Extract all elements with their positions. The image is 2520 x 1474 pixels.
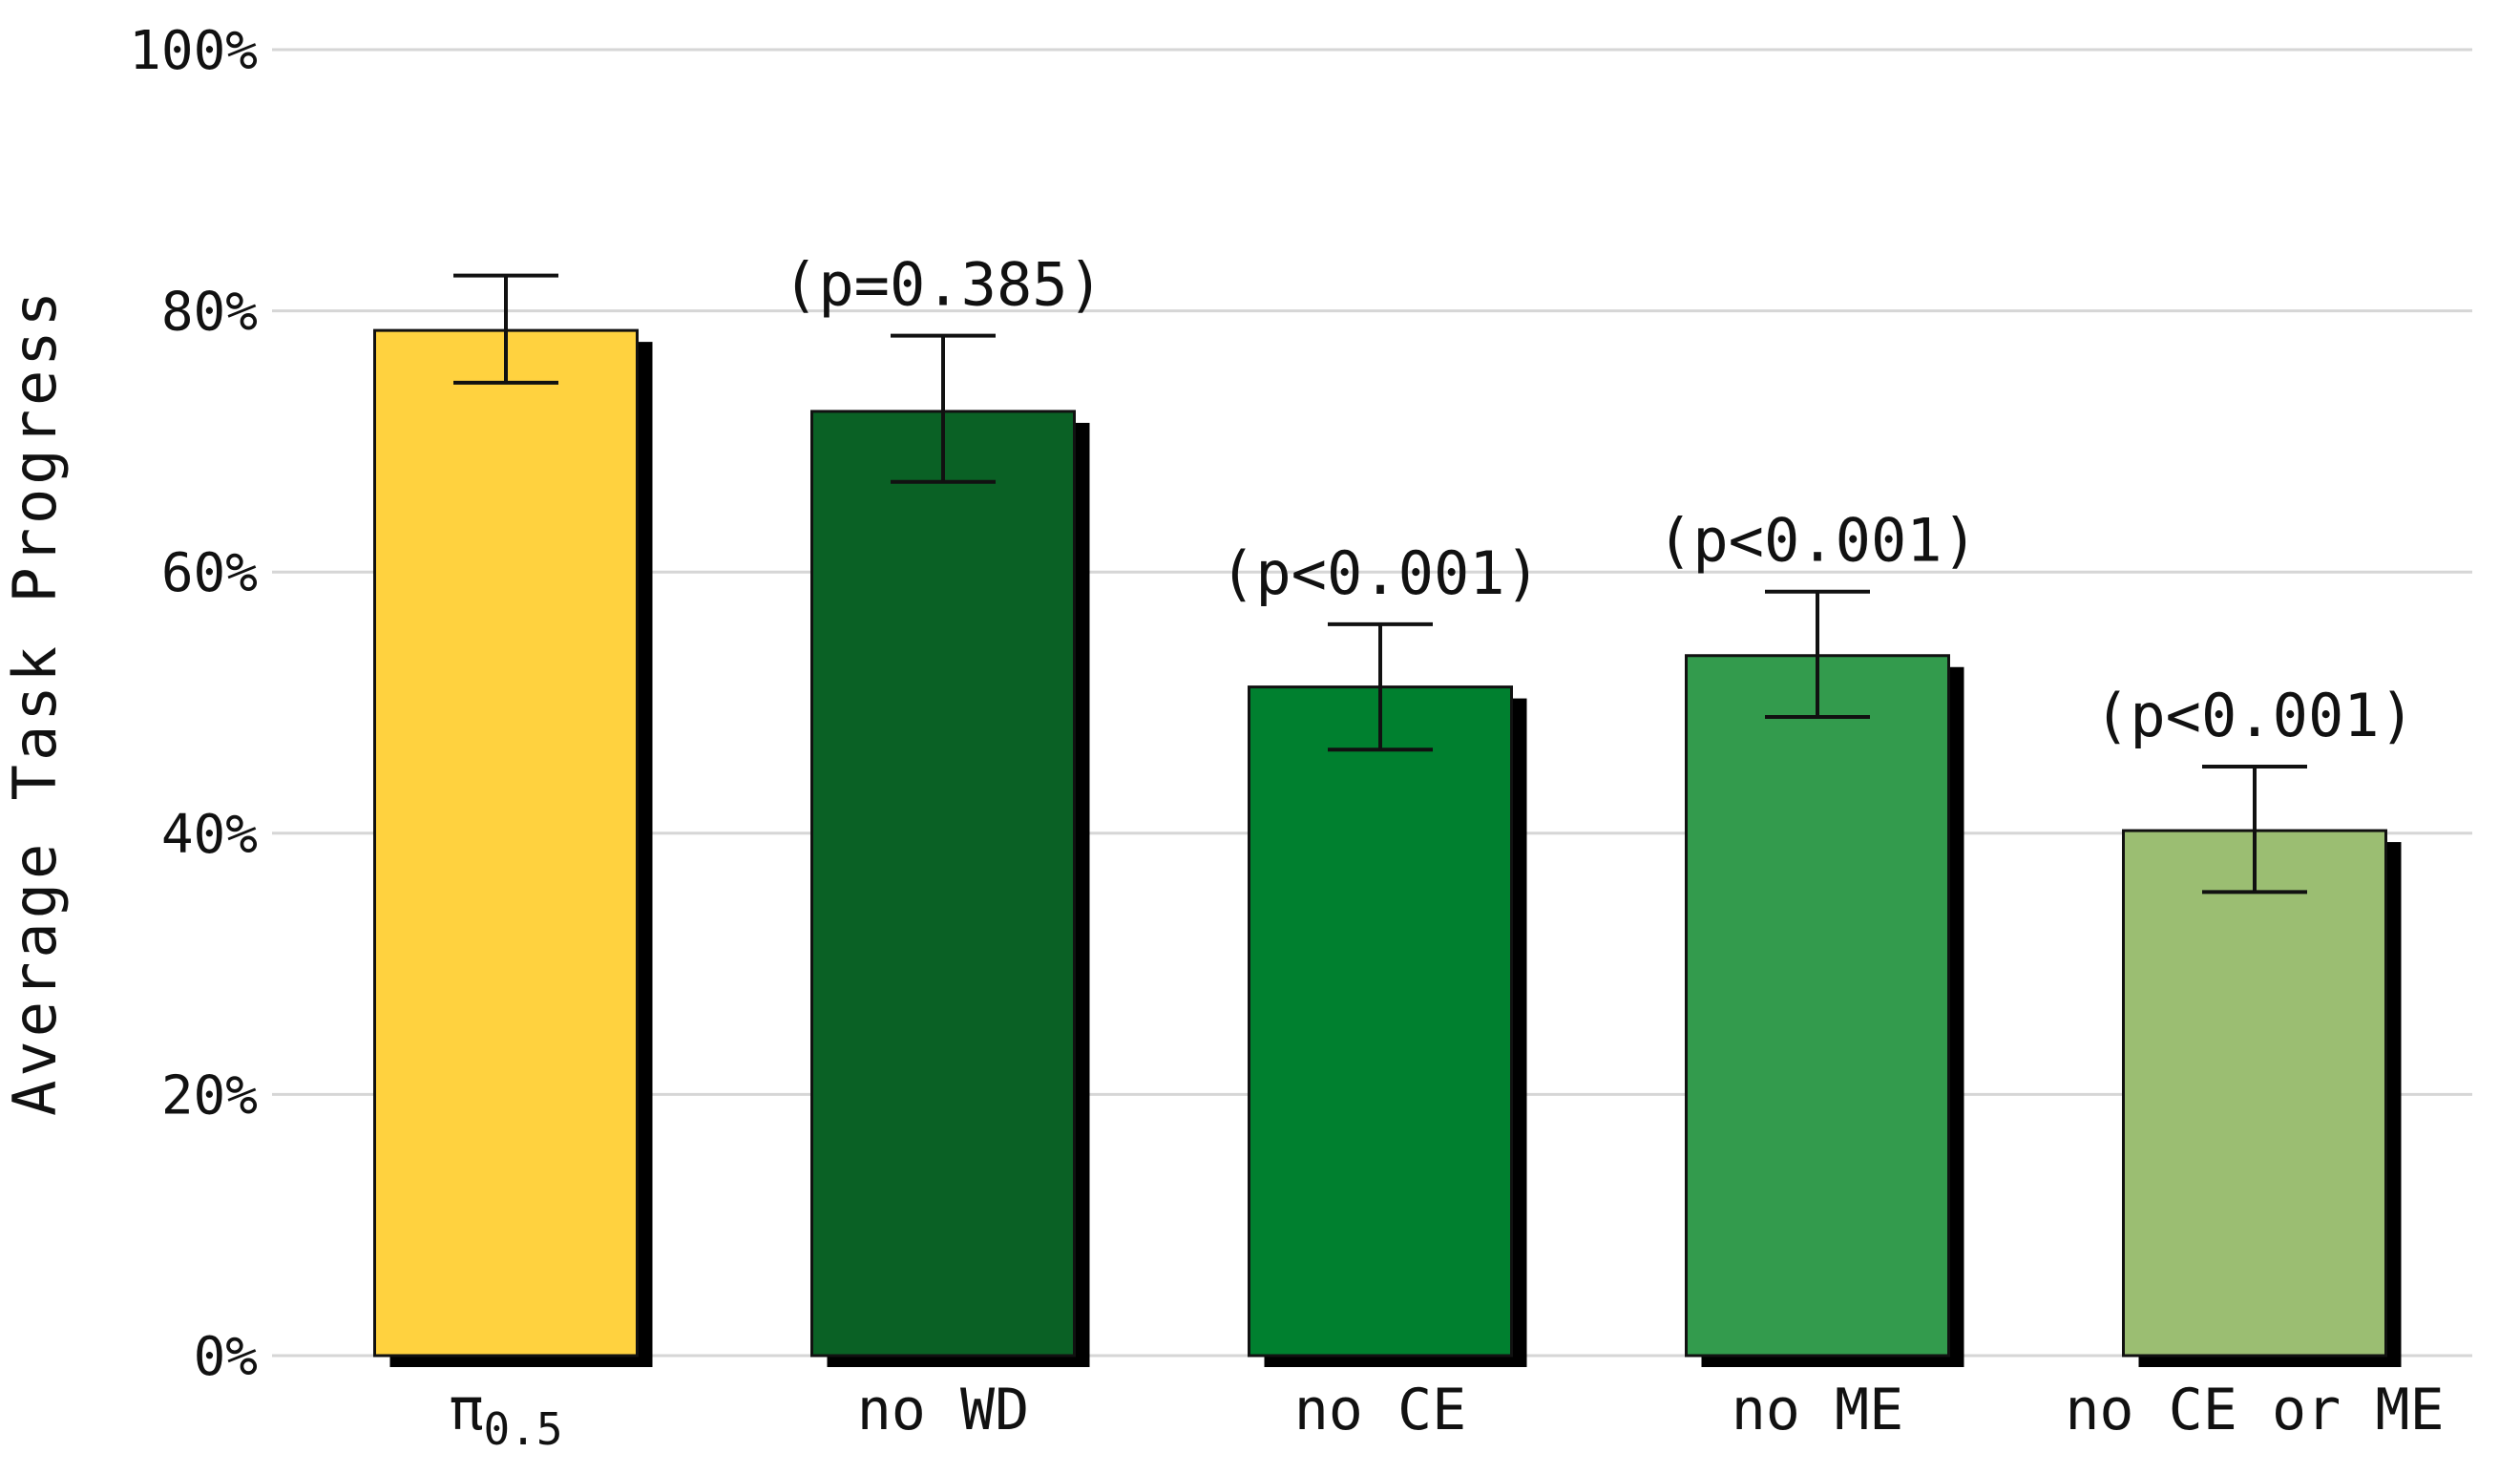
bar-group [373, 273, 653, 1367]
bar [810, 410, 1076, 1358]
x-tick-label: no ME [1732, 1377, 1904, 1443]
y-tick-label: 20% [161, 1064, 258, 1127]
p-value-label: (p<0.001) [2094, 681, 2415, 750]
y-tick-label: 40% [161, 804, 258, 866]
y-axis-ticks: 0% 20% 40% 60% 80% 100% [129, 20, 258, 1388]
x-tick-label: no CE or ME [2065, 1377, 2444, 1443]
bar [373, 328, 639, 1358]
bar-group [1248, 621, 1527, 1367]
p-value-label: (p<0.001) [1657, 506, 1978, 576]
y-axis-title: Average Task Progress [0, 287, 70, 1116]
bar-group [2122, 765, 2402, 1367]
bar [1248, 685, 1513, 1358]
p-value-annotations: (p=0.385) (p<0.001) (p<0.001) (p<0.001) [783, 250, 2415, 750]
y-tick-label: 60% [161, 542, 258, 604]
bar [1685, 654, 1950, 1358]
y-tick-label: 0% [194, 1326, 258, 1388]
p-value-label: (p=0.385) [783, 250, 1103, 320]
p-value-label: (p<0.001) [1220, 538, 1541, 608]
x-tick-label: no CE [1294, 1377, 1467, 1443]
x-tick-label: π0.5 [449, 1377, 562, 1455]
y-tick-label: 100% [129, 20, 258, 82]
y-tick-label: 80% [161, 282, 258, 344]
bar-group [1685, 589, 1964, 1367]
bar-group [810, 333, 1090, 1367]
bar [2122, 829, 2387, 1358]
x-tick-label: no WD [857, 1377, 1030, 1443]
x-axis-labels: π0.5 no WD no CE no ME no CE or ME [449, 1377, 2444, 1455]
bars [373, 273, 2402, 1367]
